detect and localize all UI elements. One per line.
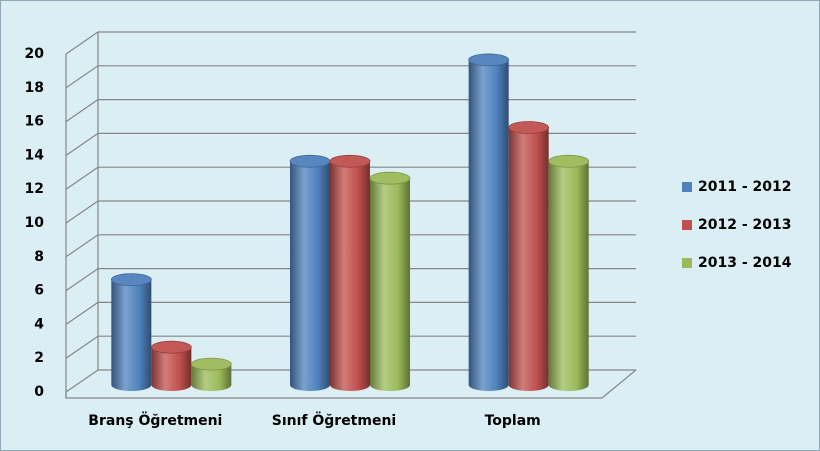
bar	[290, 161, 330, 385]
bar	[111, 279, 152, 385]
bar-top	[329, 154, 371, 168]
y-tick-label: 14	[25, 147, 45, 163]
bar-top	[150, 340, 192, 354]
y-tick-label: 8	[34, 249, 44, 265]
y-tick-label: 10	[25, 215, 45, 231]
bar-top	[548, 154, 590, 168]
y-tick-label: 0	[34, 384, 44, 400]
x-tick-label: Toplam	[485, 413, 541, 429]
x-tick-label: Branş Öğretmeni	[88, 411, 222, 429]
bar-top	[110, 273, 152, 287]
y-tick-label: 4	[34, 316, 44, 332]
legend-label: 2013 - 2014	[698, 255, 792, 271]
bar-top	[190, 357, 232, 371]
bar-top	[508, 121, 550, 134]
legend-swatch	[682, 220, 692, 230]
y-tick-label: 2	[34, 350, 44, 366]
y-tick-label: 6	[34, 283, 44, 299]
legend-label: 2011 - 2012	[698, 179, 792, 195]
legend-label: 2012 - 2013	[698, 217, 792, 233]
x-tick-label: Sınıf Öğretmeni	[272, 411, 396, 429]
bar	[468, 59, 509, 386]
bar	[330, 161, 370, 385]
y-tick-label: 16	[25, 114, 44, 130]
bar-top	[289, 154, 331, 168]
bar	[370, 178, 410, 385]
bar-top	[369, 171, 411, 185]
bar	[548, 161, 589, 385]
bar	[508, 127, 549, 385]
y-tick-label: 20	[25, 46, 45, 62]
y-tick-label: 18	[25, 80, 44, 96]
y-tick-label: 12	[25, 181, 44, 197]
legend-swatch	[682, 182, 692, 192]
legend-swatch	[682, 258, 692, 268]
bar-top	[468, 53, 510, 67]
